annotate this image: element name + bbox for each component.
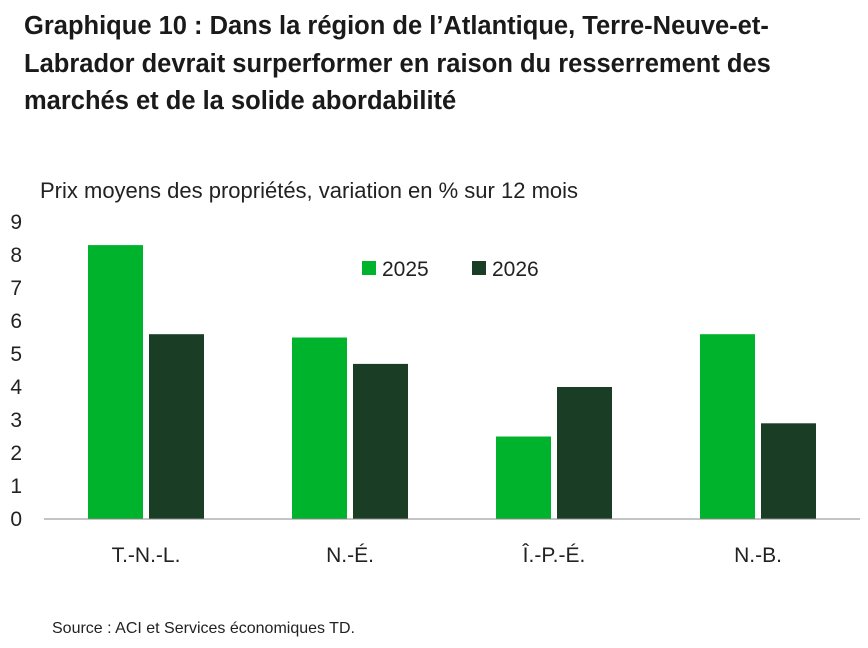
bar-2026-3	[761, 423, 816, 519]
legend: 2025 2026	[362, 258, 539, 281]
chart-subtitle: Prix moyens des propriétés, variation en…	[40, 178, 579, 203]
y-tick-label: 7	[10, 277, 22, 300]
y-tick-label: 1	[10, 475, 22, 498]
y-tick-label: 5	[10, 343, 22, 366]
source-note: Source : ACI et Services économiques TD.	[52, 620, 355, 637]
legend-label-2025: 2025	[382, 258, 429, 281]
legend-label-2026: 2026	[492, 258, 539, 281]
bar-2026-0	[149, 334, 204, 519]
x-axis-categories: T.-N.-L. N.-É. Î.-P.-É. N.-B.	[112, 544, 782, 567]
y-tick-label: 0	[10, 508, 22, 531]
chart-title: Graphique 10 : Dans la région de l’Atlan…	[24, 12, 771, 115]
bar-2025-2	[496, 436, 551, 519]
bar-2025-0	[88, 245, 143, 519]
bar-2025-1	[292, 337, 347, 519]
bar-2026-1	[353, 363, 408, 519]
x-category-label: T.-N.-L.	[112, 544, 181, 567]
y-tick-label: 9	[10, 211, 22, 234]
bar-2026-2	[557, 387, 612, 519]
y-tick-label: 4	[10, 376, 22, 399]
y-tick-label: 3	[10, 409, 22, 432]
x-category-label: Î.-P.-É.	[522, 544, 586, 567]
y-tick-label: 6	[10, 310, 22, 333]
legend-swatch-2026	[472, 261, 486, 275]
y-tick-label: 8	[10, 244, 22, 267]
y-tick-label: 2	[10, 442, 22, 465]
bar-2025-3	[700, 334, 755, 519]
legend-swatch-2025	[362, 261, 376, 275]
bars	[88, 245, 816, 519]
x-category-label: N.-É.	[326, 544, 374, 567]
bar-chart: 0 1 2 3 4 5 6 7 8 9 T.-N.-L. N.-É. Î.-P.-É. N.-B. 20…	[10, 211, 860, 567]
y-axis-ticks: 0 1 2 3 4 5 6 7 8 9	[10, 211, 22, 531]
x-category-label: N.-B.	[734, 544, 782, 567]
